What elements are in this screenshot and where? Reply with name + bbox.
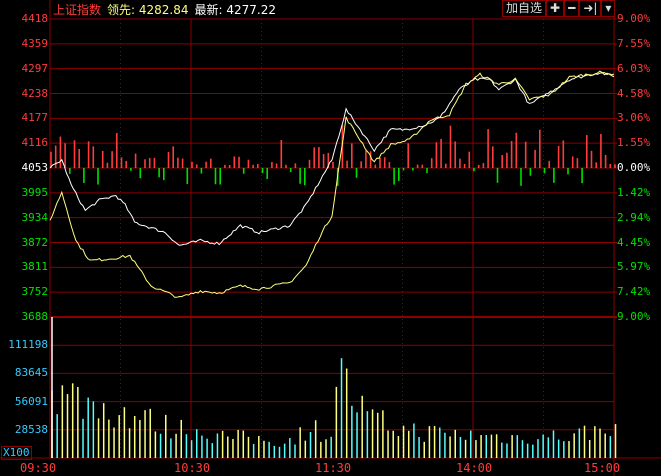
price-tick: 3688 (21, 310, 49, 323)
percent-tick: 7.55% (617, 36, 651, 50)
percent-tick: 9.00% (617, 12, 651, 25)
percent-tick: 4.58% (617, 86, 651, 100)
price-tick: 3995 (21, 185, 49, 199)
price-tick: 4238 (21, 86, 49, 100)
price-tick: 3752 (21, 285, 49, 299)
price-tick: 3811 (21, 260, 49, 274)
percent-tick: 9.00% (617, 310, 651, 323)
time-tick: 14:00 (456, 461, 493, 475)
percent-tick: 6.03% (617, 61, 651, 75)
volume-tick: 83645 (14, 366, 48, 380)
percent-tick: 7.42% (617, 285, 651, 299)
price-tick: 3872 (21, 235, 49, 249)
chart-header: 上证指数 领先: 4282.84 最新: 4277.22 (53, 1, 276, 18)
volume-tick: 56091 (14, 394, 48, 408)
price-tick: 4418 (21, 12, 49, 25)
toolbar: 加自选 ✚ ━ ➜| ▾ (502, 0, 616, 17)
leading-label: 领先: (107, 3, 136, 17)
price-tick: 4297 (21, 61, 49, 75)
index-name: 上证指数 (53, 3, 102, 17)
time-tick: 15:00 (584, 461, 621, 475)
index-line (49, 72, 615, 246)
price-tick: 4116 (21, 136, 49, 150)
latest-label: 最新: (194, 3, 223, 17)
minus-icon[interactable]: ━ (564, 0, 580, 17)
leading-line (49, 70, 615, 298)
percent-tick: 2.94% (617, 210, 651, 224)
price-tick: 4053 (21, 161, 49, 174)
volume-tick: 28538 (14, 422, 48, 436)
time-tick: 10:30 (174, 461, 211, 475)
latest-value: 4277.22 (226, 3, 277, 17)
volume-unit: X100 (1, 446, 32, 460)
percent-tick: 1.55% (617, 136, 651, 150)
plus-icon[interactable]: ✚ (546, 0, 565, 17)
price-tick: 4177 (21, 111, 49, 125)
leading-value: 4282.84 (138, 3, 189, 17)
time-tick: 09:30 (20, 461, 57, 475)
percent-tick: 0.00% (617, 161, 651, 174)
volume-tick: 111198 (8, 338, 48, 352)
percent-tick: 1.42% (617, 185, 651, 199)
price-tick: 4359 (21, 36, 49, 50)
price-tick: 3934 (21, 210, 49, 224)
time-tick: 11:30 (315, 461, 352, 475)
percent-tick: 3.06% (617, 111, 651, 125)
dropdown-icon[interactable]: ▾ (601, 0, 616, 17)
percent-tick: 4.45% (617, 235, 651, 249)
percent-tick: 5.97% (617, 260, 651, 274)
add-watchlist-button[interactable]: 加自选 (502, 0, 547, 17)
skip-end-icon[interactable]: ➜| (579, 0, 602, 17)
